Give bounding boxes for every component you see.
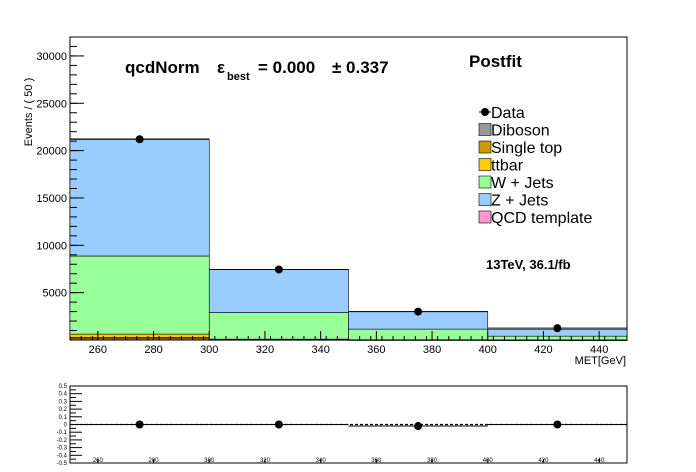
bar-z-jets-1 (208, 269, 349, 313)
legend-swatch-qcd-template (478, 210, 492, 224)
data-point-0 (135, 135, 144, 144)
ratio-point-1 (274, 420, 283, 429)
data-point-1 (274, 265, 283, 274)
y-tick-label-0: 5000 (43, 288, 67, 300)
ratio-x-tick-label-8: 420 (538, 458, 549, 464)
ratio-y-tick-label-6: 0.1 (59, 415, 68, 421)
ratio-y-tick-label-7: 0.2 (59, 407, 68, 413)
legend-label-z-jets: Z + Jets (491, 193, 548, 210)
legend-label-data: Data (491, 105, 525, 122)
bar-w-jets-0 (69, 255, 210, 335)
stacked-bars-group (69, 138, 628, 341)
x-tick-label-2: 300 (200, 344, 218, 356)
postfit-label: Postfit (469, 52, 522, 71)
ratio-point-3 (553, 420, 562, 429)
ratio-y-tick-label-0: -0.5 (57, 461, 68, 467)
legend-swatch-w-jets (478, 175, 492, 189)
ratio-y-tick-label-8: 0.3 (59, 399, 68, 405)
ratio-x-tick-label-5: 360 (371, 458, 382, 464)
ratio-x-tick-label-1: 280 (149, 458, 160, 464)
headline-uncertainty: ± 0.337 (332, 58, 389, 77)
x-tick-label-4: 340 (311, 344, 329, 356)
data-points-group (70, 135, 627, 333)
ratio-x-tick-label-7: 400 (483, 458, 494, 464)
x-tick-label-8: 420 (534, 344, 552, 356)
x-axis-title: MET[GeV] (575, 355, 626, 367)
headline-subscript: best (227, 71, 250, 83)
ratio-x-tick-label-2: 300 (204, 458, 215, 464)
y-tick-label-2: 15000 (36, 193, 67, 205)
data-point-2 (414, 307, 423, 316)
ratio-point-0 (135, 420, 144, 429)
x-tick-label-9: 440 (590, 344, 608, 356)
legend-swatch-z-jets (478, 193, 492, 206)
legend-marker-data (481, 108, 489, 116)
bar-w-jets-1 (208, 312, 349, 340)
ratio-point-2 (414, 422, 423, 431)
headline-main: qcdNorm (125, 58, 200, 77)
ratio-y-tick-label-3: -0.2 (57, 438, 68, 444)
y-tick-label-4: 25000 (36, 98, 67, 110)
ratio-y-tick-label-9: 0.4 (59, 392, 68, 398)
x-tick-label-1: 280 (144, 344, 162, 356)
ratio-x-tick-label-3: 320 (260, 458, 271, 464)
y-tick-label-3: 20000 (36, 146, 67, 158)
ratio-x-tick-label-9: 440 (594, 458, 605, 464)
y-axis-title: Events / ( 50 ) (23, 78, 35, 146)
legend-swatch-single-top (478, 140, 492, 154)
x-tick-label-3: 320 (256, 344, 274, 356)
headline-epsilon: ε (217, 58, 225, 77)
ratio-points-group (70, 420, 627, 431)
x-tick-label-5: 360 (367, 344, 385, 356)
fit-result-headline: qcdNorm ε best = 0.000 ± 0.337 (125, 58, 389, 83)
y-tick-label-5: 30000 (36, 51, 67, 63)
ratio-y-tick-label-10: 0.5 (59, 384, 68, 390)
x-tick-label-6: 380 (423, 344, 441, 356)
ratio-y-tick-label-1: -0.4 (57, 453, 68, 459)
legend-swatch-diboson (478, 123, 492, 136)
bar-ttbar-0 (69, 333, 210, 338)
legend-label-qcd-template: QCD template (491, 210, 592, 227)
ratio-x-tick-label-0: 260 (93, 458, 104, 464)
ratio-y-tick-label-4: -0.1 (57, 430, 68, 436)
legend-label-ttbar: ttbar (491, 158, 524, 175)
ratio-x-tick-label-4: 340 (316, 458, 327, 464)
bar-w-jets-2 (348, 328, 489, 341)
legend-label-w-jets: W + Jets (491, 175, 554, 192)
bar-w-jets-3 (487, 335, 628, 341)
luminosity-label: 13TeV, 36.1/fb (486, 257, 571, 272)
data-point-3 (553, 324, 562, 333)
ratio-y-tick-label-5: 0 (64, 423, 68, 429)
y-tick-label-1: 10000 (36, 240, 67, 252)
legend-label-single-top: Single top (491, 140, 562, 157)
main-axes-group: 260 280 300 320 340 360 380 400 420 440 5000 10000 1… (36, 45, 628, 356)
ratio-x-tick-label-6: 380 (427, 458, 438, 464)
headline-value: = 0.000 (258, 58, 315, 77)
x-tick-label-0: 260 (89, 344, 107, 356)
x-tick-label-7: 400 (479, 344, 497, 356)
ratio-y-tick-label-2: -0.3 (57, 446, 68, 452)
bar-z-jets-0 (69, 138, 210, 257)
legend-label-diboson: Diboson (491, 123, 550, 140)
legend-swatch-ttbar (478, 158, 492, 171)
